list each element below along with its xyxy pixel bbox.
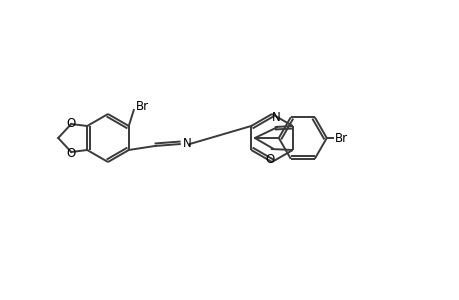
Text: Br: Br [334, 131, 347, 145]
Text: N: N [271, 111, 280, 124]
Text: N: N [182, 136, 191, 149]
Text: Br: Br [135, 100, 149, 112]
Text: O: O [67, 116, 76, 130]
Text: O: O [67, 146, 76, 160]
Text: O: O [264, 153, 274, 166]
